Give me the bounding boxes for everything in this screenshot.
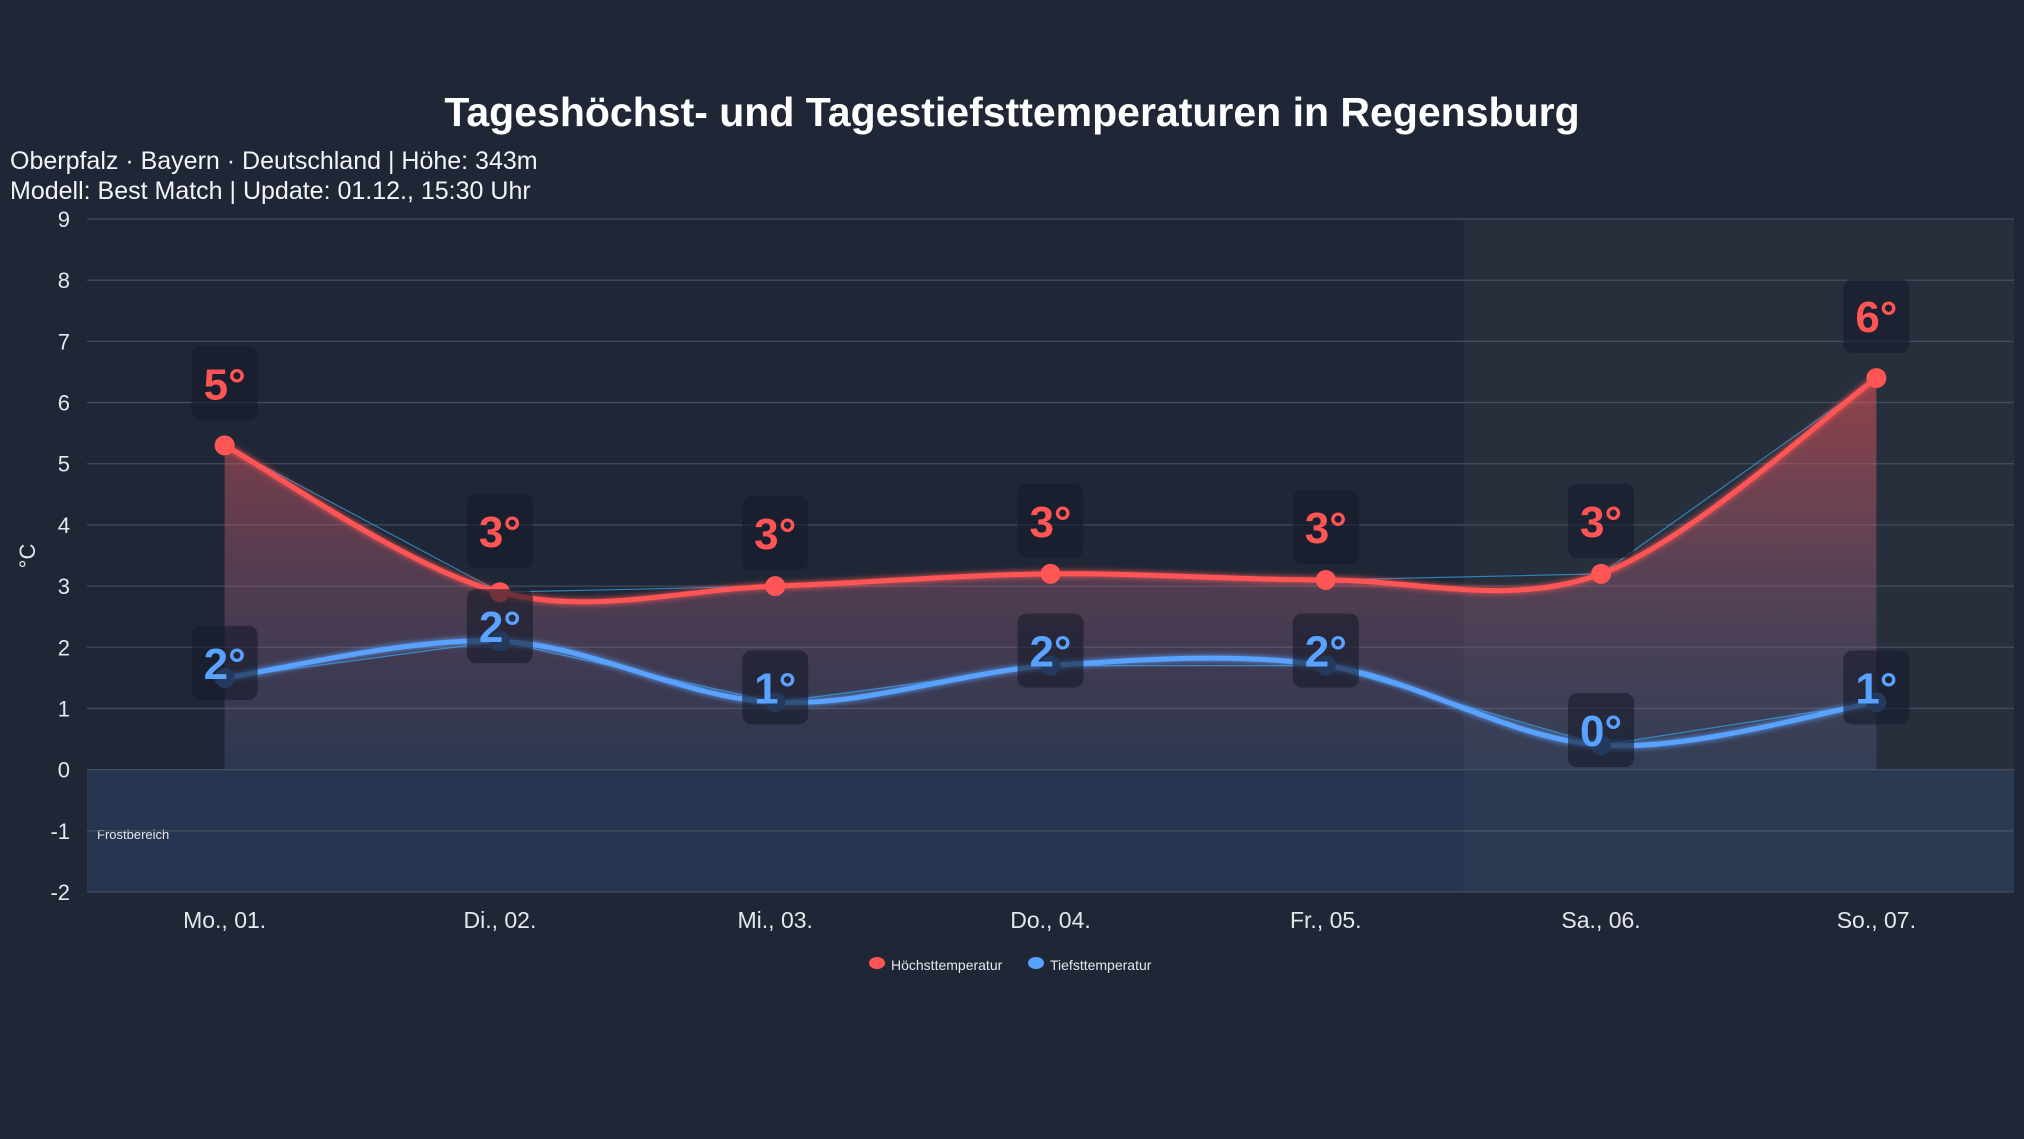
data-label-box xyxy=(1568,483,1635,558)
data-label: 3° xyxy=(1305,504,1347,553)
data-label-box xyxy=(1568,693,1635,768)
legend-label-low: Tiefsttemperatur xyxy=(1050,957,1152,973)
chart-subtitle-line-2: Modell: Best Match | Update: 01.12., 15:… xyxy=(10,177,531,205)
x-tick-label: Fr., 05. xyxy=(1290,907,1362,933)
y-tick-label: 1 xyxy=(58,696,70,721)
y-tick-label: 4 xyxy=(58,513,70,538)
data-label-box xyxy=(742,650,809,725)
y-tick-label: -1 xyxy=(50,819,70,844)
data-label-box xyxy=(1017,483,1084,558)
data-label: 3° xyxy=(754,510,796,559)
data-label: 3° xyxy=(1029,498,1071,547)
y-tick-label: 3 xyxy=(58,574,70,599)
data-label: 1° xyxy=(1855,664,1897,713)
high-point xyxy=(1866,368,1887,389)
y-axis-label: °C xyxy=(15,544,40,569)
x-tick-label: So., 07. xyxy=(1837,907,1916,933)
legend-item-high[interactable]: Höchsttemperatur xyxy=(869,957,1003,973)
legend: Höchsttemperatur Tiefsttemperatur xyxy=(869,957,1152,973)
data-label: 5° xyxy=(204,360,246,409)
data-label-box xyxy=(1843,279,1910,354)
legend-marker-high xyxy=(869,957,885,969)
legend-item-low[interactable]: Tiefsttemperatur xyxy=(1028,957,1152,973)
high-point xyxy=(1591,563,1612,584)
data-label: 1° xyxy=(754,664,796,713)
chart-subtitle-line-1: Oberpfalz · Bayern · Deutschland | Höhe:… xyxy=(10,147,538,175)
y-tick-label: 9 xyxy=(58,207,70,232)
x-tick-label: Mi., 03. xyxy=(738,907,813,933)
x-tick-label: Sa., 06. xyxy=(1561,907,1640,933)
data-label-box xyxy=(742,496,809,571)
data-label-box xyxy=(191,625,258,700)
high-point xyxy=(765,576,786,597)
data-label-box xyxy=(466,494,533,569)
data-label: 2° xyxy=(1029,628,1071,677)
data-label-box xyxy=(1292,489,1359,564)
data-label-box xyxy=(1292,613,1359,688)
data-label: 3° xyxy=(1580,498,1622,547)
data-label-box xyxy=(191,346,258,421)
y-tick-label: 6 xyxy=(58,391,70,416)
data-label: 3° xyxy=(479,508,521,557)
frost-zone-label: Frostbereich xyxy=(97,827,169,842)
y-tick-label: 8 xyxy=(58,268,70,293)
data-label-box xyxy=(1843,650,1910,725)
data-label: 0° xyxy=(1580,707,1622,756)
chart-title: Tageshöchst- und Tagestiefsttemperaturen… xyxy=(444,89,1579,135)
high-point xyxy=(214,435,235,456)
x-tick-label: Di., 02. xyxy=(463,907,536,933)
y-tick-label: 5 xyxy=(58,452,70,477)
data-label: 2° xyxy=(1305,628,1347,677)
legend-marker-low xyxy=(1028,957,1044,969)
data-label: 6° xyxy=(1855,293,1897,342)
legend-label-high: Höchsttemperatur xyxy=(891,957,1003,973)
y-tick-label: 2 xyxy=(58,635,70,660)
y-tick-label: 0 xyxy=(58,758,70,783)
high-point xyxy=(1040,563,1061,584)
data-label: 2° xyxy=(479,603,521,652)
data-label-box xyxy=(466,589,533,664)
y-tick-label: -2 xyxy=(50,880,70,905)
y-tick-label: 7 xyxy=(58,329,70,354)
data-label: 2° xyxy=(204,640,246,689)
high-point xyxy=(1315,569,1336,590)
x-tick-label: Do., 04. xyxy=(1010,907,1091,933)
x-tick-label: Mo., 01. xyxy=(183,907,266,933)
data-label-box xyxy=(1017,613,1084,688)
